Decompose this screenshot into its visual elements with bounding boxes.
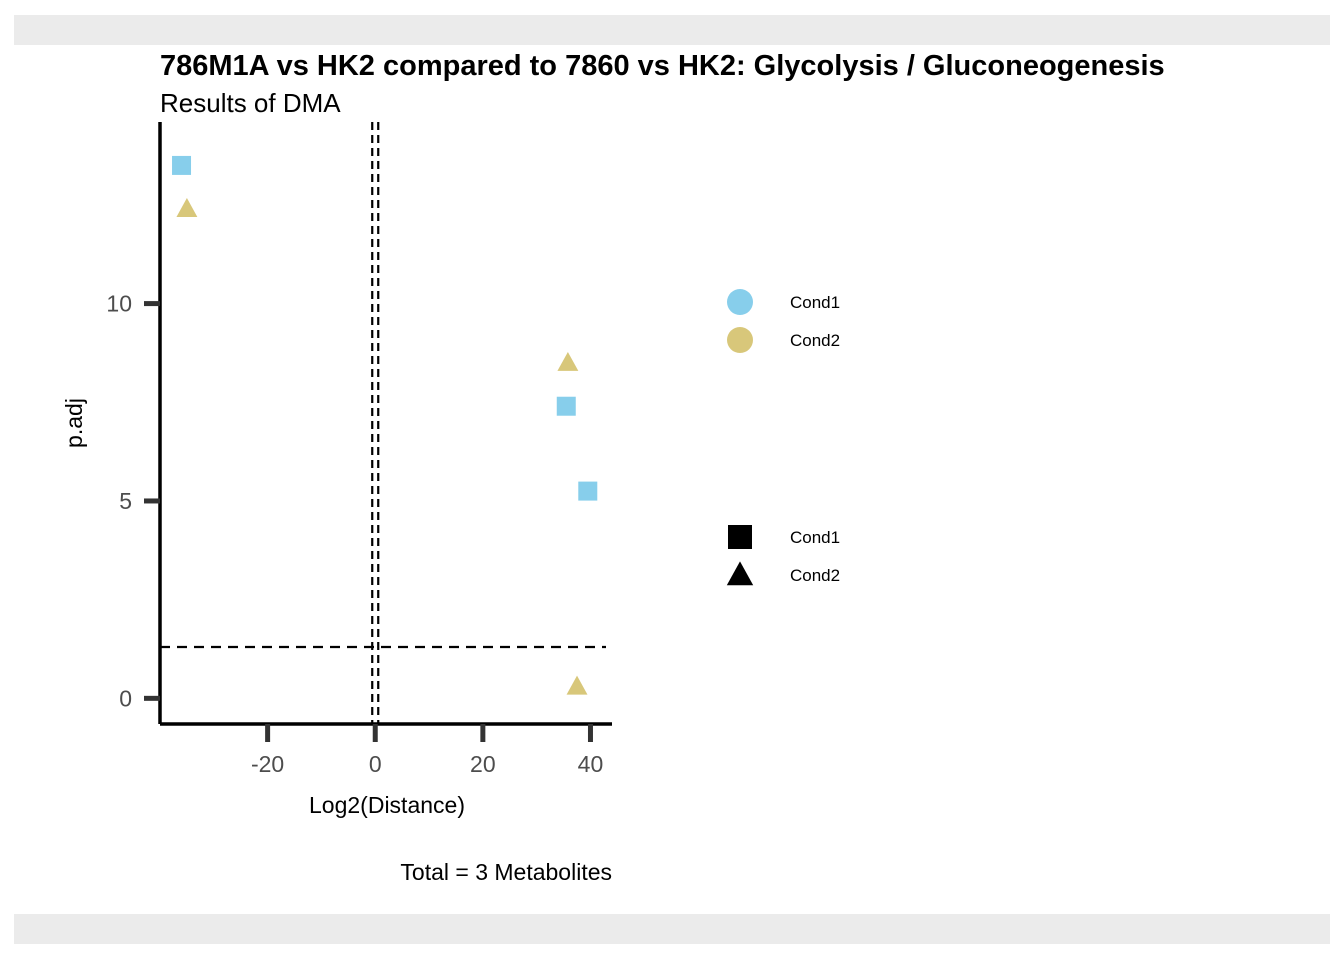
y-axis-title: p.adj	[61, 398, 87, 448]
data-point-cond2-triangle	[176, 198, 198, 217]
legend-shape-key	[728, 525, 752, 549]
data-point-cond2-triangle	[566, 675, 588, 695]
y-tick-label: 0	[119, 685, 132, 711]
chart-subtitle: Results of DMA	[160, 88, 341, 118]
bottom-strip	[14, 914, 1330, 944]
legend-color-key	[727, 327, 753, 353]
data-point-cond1-square	[172, 155, 192, 175]
y-tick-label: 5	[119, 488, 132, 514]
chart-title: 786M1A vs HK2 compared to 7860 vs HK2: G…	[160, 50, 1165, 82]
legend-color-label: Cond1	[790, 293, 840, 312]
x-tick-label: 20	[470, 751, 496, 777]
legend-color-key	[727, 289, 753, 315]
data-point-cond1-square	[578, 481, 598, 501]
legend-shape-label: Cond1	[790, 528, 840, 547]
x-axis-title: Log2(Distance)	[309, 792, 465, 818]
legend-shape-label: Cond2	[790, 566, 840, 585]
chart-caption: Total = 3 Metabolites	[400, 859, 612, 885]
x-tick-label: -20	[251, 751, 284, 777]
legend-shape-key	[726, 561, 754, 586]
data-point-cond2-triangle	[557, 351, 579, 371]
top-strip	[14, 15, 1330, 45]
legend-color-label: Cond2	[790, 331, 840, 350]
y-tick-label: 10	[106, 291, 132, 317]
x-tick-label: 40	[578, 751, 604, 777]
data-point-cond1-square	[556, 396, 576, 416]
x-tick-label: 0	[369, 751, 382, 777]
